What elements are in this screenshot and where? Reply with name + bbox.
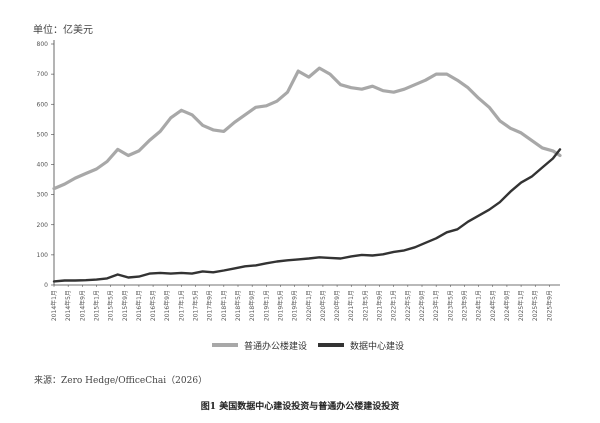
x-tick-label: 2023年5月 xyxy=(446,290,454,321)
x-tick-label: 2022年5月 xyxy=(404,290,412,321)
x-tick-label: 2018年1月 xyxy=(220,290,228,321)
x-tick-label: 2018年5月 xyxy=(234,290,242,321)
y-axis-ticks: 0 100 200 300 400 500 600 700 800 xyxy=(37,41,54,289)
x-tick-label: 2024年1月 xyxy=(475,290,483,321)
axes xyxy=(53,40,560,286)
x-tick-label: 2016年1月 xyxy=(135,290,143,321)
series-layer xyxy=(52,66,562,283)
series-line-datacenter xyxy=(52,148,562,283)
figure-caption: 图1 美国数据中心建设投资与普通办公楼建设投资 xyxy=(200,402,400,412)
x-tick-label: 2014年9月 xyxy=(78,290,86,321)
x-tick-label: 2021年1月 xyxy=(347,290,355,321)
y-axis-unit-label: 单位：亿美元 xyxy=(33,25,93,36)
y-tick-label: 0 xyxy=(44,282,48,289)
x-tick-label: 2017年9月 xyxy=(206,290,214,321)
x-tick-label: 2025年1月 xyxy=(517,290,525,321)
y-tick-label: 300 xyxy=(37,192,49,199)
x-tick-label: 2018年9月 xyxy=(248,290,256,321)
x-tick-label: 2022年9月 xyxy=(418,290,426,321)
legend-item-datacenter: 数据中心建设 xyxy=(318,338,404,352)
legend-item-office: 普通办公楼建设 xyxy=(212,338,307,352)
x-tick-label: 2021年9月 xyxy=(376,290,384,321)
x-tick-label: 2014年1月 xyxy=(50,290,58,321)
x-tick-label: 2016年9月 xyxy=(163,290,171,321)
x-tick-label: 2014年5月 xyxy=(64,290,72,321)
source-note: 来源：Zero Hedge/OfficeChai（2026） xyxy=(34,376,208,386)
y-tick-label: 700 xyxy=(37,71,49,78)
x-tick-label: 2021年5月 xyxy=(361,290,369,321)
x-tick-label: 2015年1月 xyxy=(92,290,100,321)
x-tick-label: 2023年9月 xyxy=(460,290,468,321)
x-tick-label: 2024年9月 xyxy=(503,290,511,321)
x-tick-label: 2019年9月 xyxy=(291,290,299,321)
x-tick-label: 2017年5月 xyxy=(192,290,200,321)
line-chart: 0 100 200 300 400 500 600 700 800 2014年1月 2014年5月… xyxy=(37,40,562,321)
y-tick-label: 100 xyxy=(37,252,49,259)
y-tick-label: 400 xyxy=(37,162,49,169)
x-tick-label: 2023年1月 xyxy=(432,290,440,321)
x-tick-label: 2015年5月 xyxy=(107,290,115,321)
y-tick-label: 500 xyxy=(37,131,49,138)
x-tick-label: 2020年1月 xyxy=(305,290,313,321)
x-tick-label: 2022年1月 xyxy=(390,290,398,321)
x-tick-label: 2025年5月 xyxy=(531,290,539,321)
y-tick-label: 800 xyxy=(37,41,49,48)
x-tick-label: 2019年1月 xyxy=(262,290,270,321)
y-tick-label: 600 xyxy=(37,101,49,108)
series-line-office xyxy=(52,66,562,191)
legend-label-datacenter: 数据中心建设 xyxy=(350,341,405,352)
x-tick-label: 2024年5月 xyxy=(489,290,497,321)
x-tick-label: 2015年9月 xyxy=(121,290,129,321)
legend: 普通办公楼建设 数据中心建设 xyxy=(0,338,600,352)
x-axis-ticks: 2014年1月 2014年5月 2014年9月 2015年1月 2015年5月 2015年… xyxy=(50,285,553,321)
x-tick-label: 2020年5月 xyxy=(319,290,327,321)
legend-swatch-datacenter xyxy=(318,343,344,347)
x-tick-label: 2020年9月 xyxy=(333,290,341,321)
x-tick-label: 2025年9月 xyxy=(545,290,553,321)
y-tick-label: 200 xyxy=(37,222,49,229)
x-tick-label: 2016年5月 xyxy=(149,290,157,321)
x-tick-label: 2019年5月 xyxy=(276,290,284,321)
legend-label-office: 普通办公楼建设 xyxy=(244,341,308,352)
x-tick-label: 2017年1月 xyxy=(177,290,185,321)
legend-swatch-office xyxy=(212,343,238,347)
